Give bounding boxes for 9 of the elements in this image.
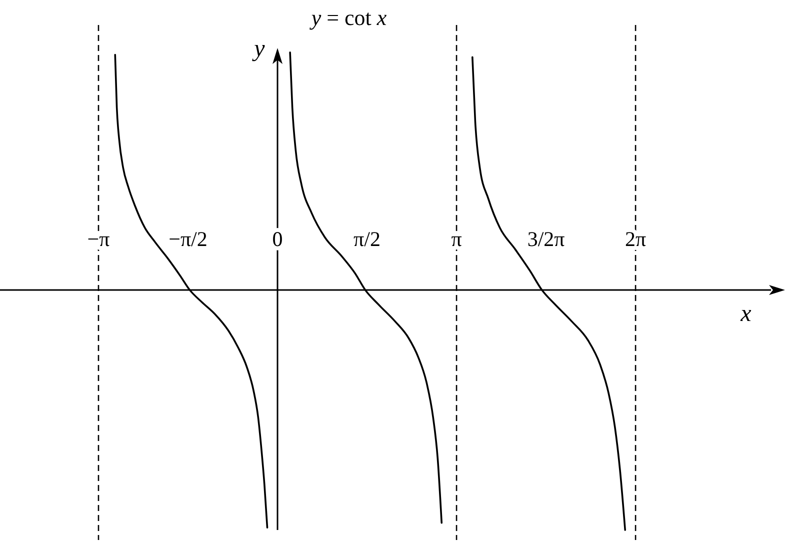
x-tick-label: π [451, 227, 462, 251]
x-tick-label: π/2 [354, 227, 380, 251]
x-tick-label: −π [87, 227, 110, 251]
x-axis-title: x [740, 301, 752, 327]
y-axis-title: y [252, 36, 266, 62]
x-tick-label: 2π [625, 227, 647, 251]
x-tick-label: 3/2π [527, 227, 566, 251]
x-tick-label: −π/2 [168, 227, 208, 251]
chart-title: y = cot x [309, 5, 387, 30]
